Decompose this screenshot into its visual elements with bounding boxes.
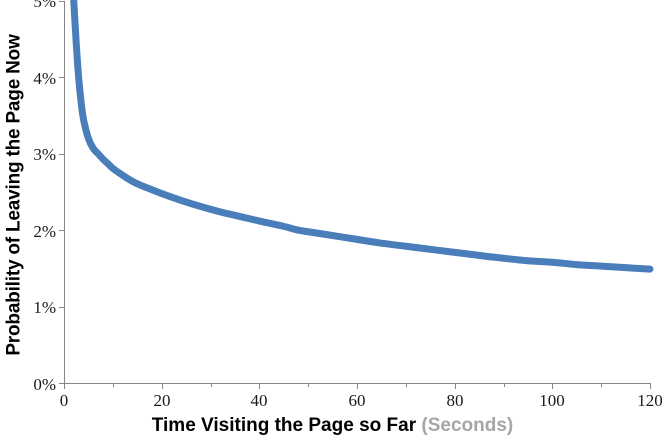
x-axis-title-label: Time Visiting the Page so Far xyxy=(151,415,417,436)
x-tick-label-80: 80 xyxy=(446,391,464,410)
x-axis-title: Time Visiting the Page so Far (Seconds) xyxy=(0,415,665,437)
x-tick-label-100: 100 xyxy=(539,391,565,410)
x-tick-label-40: 40 xyxy=(250,391,268,410)
y-tick-label-1: 1% xyxy=(33,298,56,317)
x-axis-title-units: (Seconds) xyxy=(421,415,514,436)
y-tick-label-3: 3% xyxy=(33,145,56,164)
y-tick-label-2: 2% xyxy=(33,222,56,241)
x-tick-label-120: 120 xyxy=(637,391,663,410)
y-tick-label-5: 5% xyxy=(33,0,56,11)
data-series-line xyxy=(70,0,654,273)
x-tick-label-60: 60 xyxy=(348,391,366,410)
x-tick-label-0: 0 xyxy=(59,391,69,410)
y-tick-label-0: 0% xyxy=(33,375,56,394)
tick-marks xyxy=(59,1,651,389)
x-tick-label-20: 20 xyxy=(153,391,171,410)
y-tick-label-4: 4% xyxy=(33,69,56,88)
